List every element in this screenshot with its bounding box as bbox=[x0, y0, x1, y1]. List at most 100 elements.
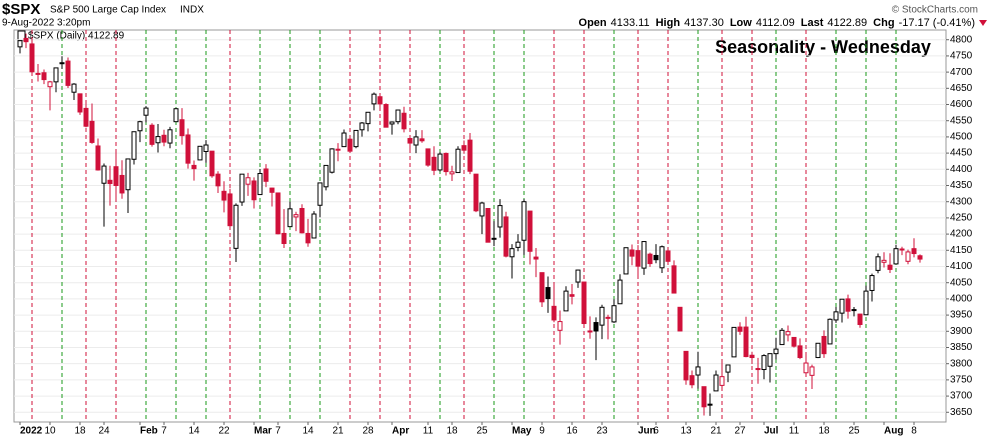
candle-body bbox=[245, 177, 251, 185]
x-tick-label: 9 bbox=[539, 426, 545, 437]
y-tick-label: 4750 bbox=[950, 51, 973, 62]
candle-body bbox=[65, 60, 71, 86]
candle-body bbox=[197, 145, 203, 161]
candle-body bbox=[671, 265, 677, 294]
candle-body bbox=[845, 298, 851, 312]
candle-body bbox=[155, 136, 161, 144]
x-tick-label: 14 bbox=[302, 426, 314, 437]
candle-body bbox=[863, 290, 869, 316]
candle-body bbox=[149, 124, 155, 145]
candle-body bbox=[425, 148, 431, 166]
candle-body bbox=[719, 376, 725, 386]
candle-body bbox=[413, 136, 419, 146]
y-tick-label: 4350 bbox=[950, 180, 973, 191]
quote-value: 4137.30 bbox=[684, 17, 724, 29]
candle-body bbox=[209, 150, 215, 177]
candle-body bbox=[839, 298, 845, 314]
candle-body bbox=[131, 131, 137, 160]
x-tick-label: 22 bbox=[218, 426, 230, 437]
quote-label: Last bbox=[801, 17, 824, 29]
quote-line: Open 4133.11 High 4137.30 Low 4112.09 Last 4122… bbox=[579, 17, 975, 29]
y-tick-label: 3750 bbox=[950, 375, 973, 386]
candle-body bbox=[41, 72, 47, 81]
candle-body bbox=[569, 294, 575, 297]
candle-body bbox=[107, 179, 113, 185]
candle-body bbox=[785, 331, 791, 336]
candle-body bbox=[821, 335, 827, 355]
x-tick-label: 10 bbox=[44, 426, 56, 437]
x-tick-label: Jun bbox=[638, 426, 656, 437]
quote-value: 4112.09 bbox=[756, 17, 795, 29]
candle-body bbox=[293, 214, 299, 218]
candle-body bbox=[521, 201, 527, 241]
candle-body bbox=[887, 264, 893, 270]
candle-body bbox=[179, 119, 185, 137]
candle-body bbox=[191, 164, 197, 170]
x-tick-label: 18 bbox=[818, 426, 830, 437]
candle-body bbox=[389, 121, 395, 125]
candle-body bbox=[77, 93, 83, 113]
candle-body bbox=[233, 204, 239, 249]
candle-body bbox=[173, 108, 179, 123]
x-tick-label: 2022 bbox=[20, 426, 43, 437]
legend: $SPX (Daily) 4122.89 bbox=[28, 31, 125, 42]
candle-body bbox=[167, 129, 173, 144]
candle-body bbox=[71, 83, 77, 93]
y-tick-label: 3850 bbox=[950, 342, 973, 353]
y-tick-label: 3950 bbox=[950, 310, 973, 321]
candle-body bbox=[29, 43, 35, 73]
candle-body bbox=[287, 208, 293, 228]
x-tick-label: May bbox=[512, 426, 532, 437]
candle-body bbox=[815, 342, 821, 359]
index-name: S&P 500 Large Cap Index bbox=[50, 5, 166, 16]
quote-value: 4133.11 bbox=[611, 17, 650, 29]
candle-body bbox=[83, 107, 89, 127]
candle-body bbox=[791, 336, 797, 347]
candle-body bbox=[533, 256, 539, 260]
y-tick-label: 4000 bbox=[950, 294, 973, 305]
candle-body bbox=[689, 375, 695, 386]
x-tick-label: 6 bbox=[653, 426, 659, 437]
candle-body bbox=[359, 122, 365, 131]
candle-body bbox=[95, 145, 101, 171]
candle-body bbox=[47, 81, 53, 88]
x-tick-label: 28 bbox=[362, 426, 374, 437]
candle-body bbox=[23, 37, 29, 43]
x-tick-label: 13 bbox=[680, 426, 692, 437]
timestamp: 9-Aug-2022 3:20pm bbox=[2, 18, 90, 29]
x-tick-label: 16 bbox=[566, 426, 578, 437]
candle-body bbox=[227, 193, 233, 227]
y-tick-label: 4650 bbox=[950, 83, 973, 94]
candle-body bbox=[137, 121, 143, 132]
candle-body bbox=[53, 67, 59, 83]
candle-body bbox=[461, 145, 467, 151]
candle-body bbox=[275, 192, 281, 235]
candle-body bbox=[251, 180, 257, 201]
y-tick-label: 3900 bbox=[950, 326, 973, 337]
candle-body bbox=[329, 148, 335, 173]
candle-body bbox=[857, 313, 863, 325]
x-tick-label: 7 bbox=[275, 426, 281, 437]
x-tick-label: 11 bbox=[423, 426, 434, 437]
y-tick-label: 4100 bbox=[950, 261, 973, 272]
candle-body bbox=[767, 353, 773, 367]
y-tick-label: 4300 bbox=[950, 196, 973, 207]
candle-body bbox=[371, 93, 377, 105]
candle-body bbox=[917, 255, 923, 260]
candle-body bbox=[113, 166, 119, 187]
candle-body bbox=[593, 322, 599, 332]
candle-body bbox=[605, 316, 611, 319]
candle-body bbox=[581, 281, 587, 325]
ticker: $SPX bbox=[2, 1, 40, 18]
candle-body bbox=[281, 232, 287, 244]
candle-body bbox=[431, 156, 437, 171]
candle-body bbox=[629, 249, 635, 257]
candle-body bbox=[875, 256, 881, 271]
candle-body bbox=[305, 232, 311, 244]
y-tick-label: 4150 bbox=[950, 245, 973, 256]
y-tick-label: 4250 bbox=[950, 213, 973, 224]
candle-body bbox=[491, 237, 497, 240]
candle-body bbox=[455, 148, 461, 174]
candle-body bbox=[515, 241, 521, 248]
